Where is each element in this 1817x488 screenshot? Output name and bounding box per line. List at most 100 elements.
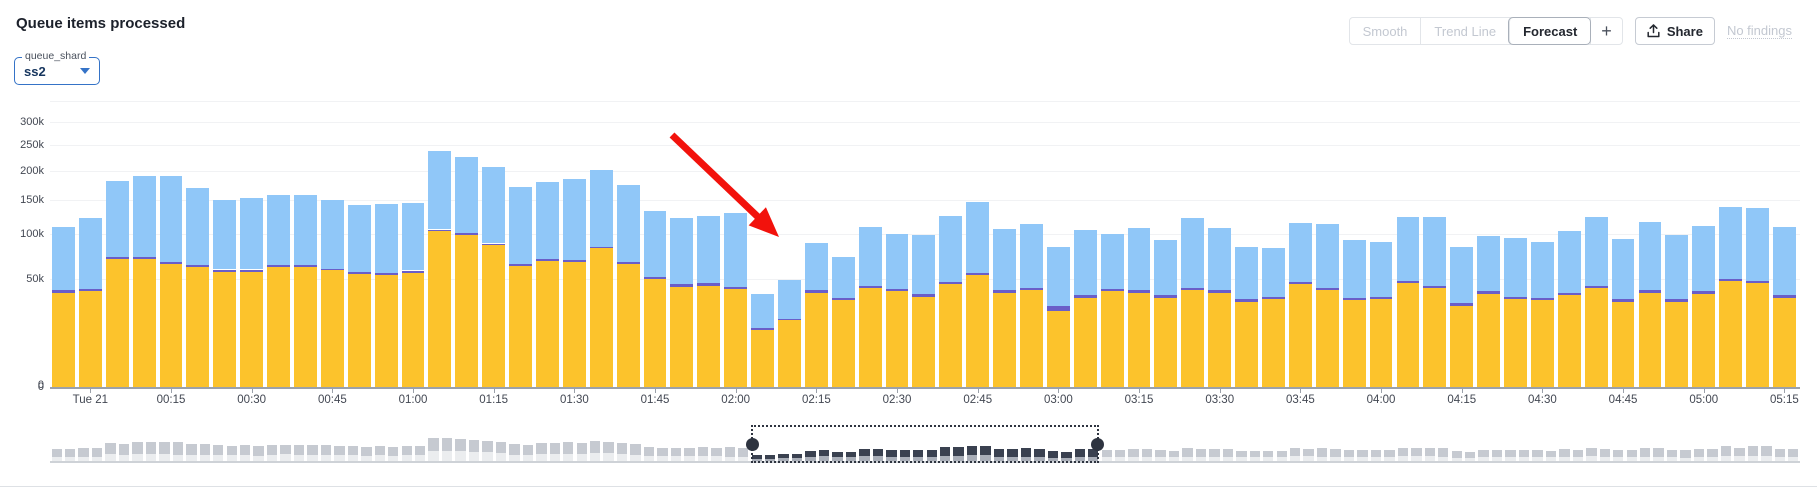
bar-01:45[interactable] [643, 210, 667, 387]
bar-02:45[interactable] [966, 202, 990, 387]
bar-00:55[interactable] [374, 204, 398, 387]
minimap-bar-cap [966, 445, 978, 456]
bar-00:40[interactable] [294, 195, 317, 387]
bar-03:20[interactable] [1154, 240, 1178, 387]
bar-02:40[interactable] [939, 215, 963, 387]
minimap-bar-cap [1761, 446, 1772, 457]
bar-04:35[interactable] [1557, 230, 1581, 387]
add-function-button[interactable]: + [1590, 18, 1622, 44]
minimap-bar-cap [805, 450, 816, 457]
bar-00:05[interactable] [105, 180, 129, 387]
bar-03:50[interactable] [1315, 224, 1339, 387]
bar-00:30[interactable] [240, 198, 264, 387]
bar-01:35[interactable] [589, 169, 613, 387]
bar-03:45[interactable] [1288, 222, 1312, 387]
bar-segment-bottom [1073, 297, 1097, 387]
timeline-minimap[interactable] [50, 425, 1800, 463]
bar-segment-bottom [589, 248, 613, 387]
bar-04:50[interactable] [1638, 221, 1662, 387]
bar-04:15[interactable] [1450, 246, 1474, 387]
minimap-bar-cap [347, 446, 359, 456]
bar-00:25[interactable] [213, 199, 237, 387]
bar-00:20[interactable] [186, 187, 210, 387]
bar-04:25[interactable] [1504, 237, 1527, 387]
forecast-button[interactable]: Forecast [1509, 18, 1591, 44]
bar-03:55[interactable] [1342, 240, 1366, 387]
bar-segment-bottom [1719, 281, 1743, 387]
bar-segment-bottom [374, 274, 398, 387]
minimap-bar-cap [886, 449, 897, 457]
minimap-bar [616, 443, 628, 461]
bar-00:00[interactable] [78, 218, 102, 387]
bar-05:00[interactable] [1692, 225, 1716, 387]
bar-01:30[interactable] [562, 179, 586, 387]
bar-04:55[interactable] [1665, 234, 1689, 387]
minimap-bar [1155, 450, 1166, 461]
bar-04:00[interactable] [1369, 241, 1393, 387]
bar-02:00[interactable] [724, 213, 748, 387]
bar-01:00[interactable] [401, 202, 425, 387]
x-axis-tick [1381, 389, 1383, 393]
bar-03:30[interactable] [1208, 228, 1232, 387]
bar-02:35[interactable] [912, 234, 936, 387]
minimap-bar [832, 451, 843, 461]
bar-23:55[interactable] [52, 227, 75, 387]
bar-00:45[interactable] [320, 199, 344, 387]
queue-shard-dropdown[interactable]: queue_shard ss2 [14, 51, 100, 85]
bar-03:40[interactable] [1262, 248, 1285, 387]
bar-04:40[interactable] [1584, 217, 1608, 387]
bar-02:25[interactable] [858, 227, 882, 387]
bar-01:50[interactable] [670, 218, 694, 387]
bar-00:50[interactable] [347, 204, 371, 387]
minimap-selection[interactable] [745, 425, 1105, 463]
bar-segment-middle [1154, 295, 1178, 298]
bar-02:30[interactable] [885, 234, 909, 387]
bar-04:05[interactable] [1396, 216, 1420, 387]
bar-00:35[interactable] [267, 195, 290, 387]
no-findings-link[interactable]: No findings [1726, 23, 1792, 39]
bar-03:00[interactable] [1046, 246, 1070, 387]
bar-04:20[interactable] [1477, 235, 1501, 387]
bar-segment-middle [482, 243, 506, 246]
bar-segment-middle [1396, 281, 1420, 284]
bar-02:55[interactable] [1020, 224, 1043, 387]
minimap-bar [1222, 448, 1234, 461]
bar-05:15[interactable] [1772, 227, 1796, 387]
bar-01:55[interactable] [697, 215, 721, 387]
bar-02:10[interactable] [778, 279, 801, 387]
bar-02:15[interactable] [804, 242, 828, 387]
bar-03:10[interactable] [1100, 234, 1124, 387]
bar-03:05[interactable] [1073, 230, 1097, 387]
minimap-bar-cap [213, 445, 224, 456]
minimap-selection-handle-right[interactable] [1091, 437, 1105, 451]
bar-04:45[interactable] [1611, 239, 1635, 387]
minimap-bar-cap [818, 450, 830, 457]
minimap-bar-cap [1007, 449, 1018, 457]
bar-02:20[interactable] [831, 257, 855, 387]
minimap-bar-cap [1209, 448, 1220, 457]
bar-01:25[interactable] [536, 181, 559, 387]
bar-01:15[interactable] [482, 167, 506, 387]
bar-01:40[interactable] [616, 185, 640, 387]
bar-03:35[interactable] [1235, 246, 1259, 387]
trend-line-button[interactable]: Trend Line [1420, 18, 1510, 44]
bar-05:10[interactable] [1746, 207, 1769, 387]
bar-02:05[interactable] [751, 293, 774, 387]
bar-02:50[interactable] [993, 228, 1017, 387]
bar-04:30[interactable] [1530, 241, 1554, 387]
bar-05:05[interactable] [1719, 207, 1743, 387]
minimap-bar [536, 442, 547, 461]
bar-00:15[interactable] [159, 176, 183, 387]
minimap-bar-cap [414, 445, 426, 456]
smooth-button[interactable]: Smooth [1349, 18, 1421, 44]
bar-04:10[interactable] [1423, 217, 1447, 387]
minimap-selection-handle-left[interactable] [745, 437, 759, 451]
bar-03:25[interactable] [1181, 218, 1205, 387]
bar-00:10[interactable] [132, 176, 156, 387]
bar-01:05[interactable] [428, 151, 452, 387]
bar-01:20[interactable] [509, 186, 532, 387]
bar-03:15[interactable] [1127, 228, 1151, 387]
minimap-bar-cap [1788, 448, 1799, 458]
share-button[interactable]: Share [1634, 17, 1715, 45]
bar-01:10[interactable] [455, 156, 479, 387]
